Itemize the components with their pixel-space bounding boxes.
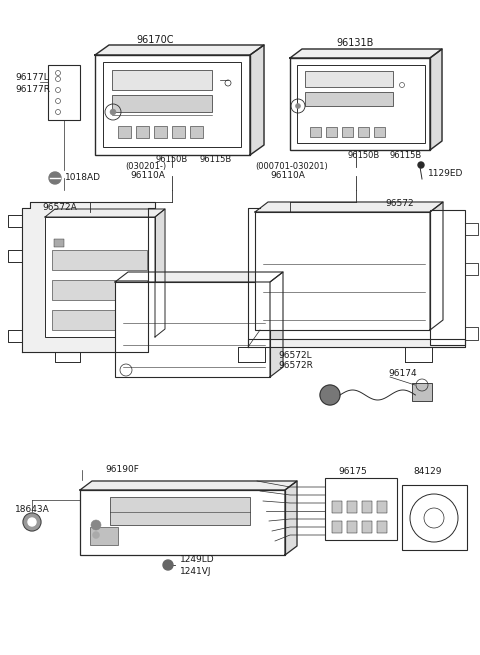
- Polygon shape: [430, 49, 442, 150]
- Circle shape: [296, 103, 300, 109]
- Circle shape: [28, 518, 36, 526]
- Text: 96170C: 96170C: [136, 35, 174, 45]
- Bar: [377, 521, 387, 533]
- Bar: [412, 383, 432, 401]
- Text: (000701-030201): (000701-030201): [255, 162, 328, 172]
- Circle shape: [49, 172, 61, 184]
- Polygon shape: [45, 209, 165, 217]
- Text: 18643A: 18643A: [15, 506, 50, 514]
- Text: 96175: 96175: [338, 468, 367, 476]
- Text: 96110A: 96110A: [270, 172, 305, 181]
- Bar: [172, 126, 185, 138]
- Text: 96177L: 96177L: [15, 73, 49, 81]
- Text: 96190F: 96190F: [105, 466, 139, 474]
- Text: 96115B: 96115B: [200, 155, 232, 164]
- Bar: [430, 210, 465, 345]
- Text: 96150B: 96150B: [155, 155, 187, 164]
- Circle shape: [163, 560, 173, 570]
- Bar: [103, 62, 241, 147]
- Polygon shape: [290, 49, 442, 58]
- Bar: [310, 127, 321, 137]
- Bar: [115, 282, 270, 377]
- Bar: [80, 490, 285, 555]
- Circle shape: [91, 520, 101, 530]
- Bar: [48, 65, 80, 120]
- Text: 96131B: 96131B: [336, 38, 374, 48]
- Circle shape: [320, 385, 340, 405]
- Polygon shape: [115, 272, 283, 282]
- Bar: [112, 95, 212, 112]
- Bar: [326, 127, 337, 137]
- Bar: [305, 71, 393, 87]
- Text: 1129ED: 1129ED: [428, 170, 463, 179]
- Bar: [402, 485, 467, 550]
- Bar: [297, 65, 425, 143]
- Bar: [347, 521, 357, 533]
- Circle shape: [418, 162, 424, 168]
- Polygon shape: [255, 202, 443, 212]
- Bar: [154, 126, 167, 138]
- Bar: [136, 126, 149, 138]
- Text: 1241VJ: 1241VJ: [180, 567, 212, 576]
- Bar: [255, 212, 430, 330]
- Bar: [190, 126, 203, 138]
- Bar: [377, 501, 387, 513]
- Bar: [332, 501, 342, 513]
- Bar: [362, 521, 372, 533]
- Text: 96110A: 96110A: [130, 172, 165, 181]
- Circle shape: [110, 109, 116, 115]
- Bar: [52, 310, 147, 330]
- Bar: [110, 497, 250, 525]
- Polygon shape: [430, 202, 443, 330]
- Bar: [52, 250, 147, 270]
- Text: 96572A: 96572A: [42, 202, 77, 212]
- Text: 96150B: 96150B: [348, 151, 380, 160]
- Bar: [52, 280, 147, 300]
- Bar: [45, 217, 155, 337]
- Text: 96572L: 96572L: [278, 352, 312, 360]
- Text: 96177R: 96177R: [15, 84, 50, 94]
- Bar: [362, 501, 372, 513]
- Bar: [325, 478, 397, 540]
- Text: 96572: 96572: [385, 198, 414, 208]
- Text: 96115B: 96115B: [390, 151, 422, 160]
- Bar: [358, 127, 369, 137]
- Polygon shape: [80, 481, 297, 490]
- Polygon shape: [250, 45, 264, 155]
- Text: 96174: 96174: [388, 369, 417, 377]
- Bar: [332, 521, 342, 533]
- Bar: [112, 70, 212, 90]
- Polygon shape: [248, 339, 465, 347]
- Text: 96572R: 96572R: [278, 362, 313, 371]
- Text: (030201-): (030201-): [125, 162, 166, 172]
- Bar: [54, 239, 64, 247]
- Bar: [305, 92, 393, 106]
- Polygon shape: [270, 272, 283, 377]
- Circle shape: [93, 531, 99, 538]
- Bar: [118, 126, 131, 138]
- Bar: [90, 527, 118, 545]
- Bar: [290, 58, 430, 150]
- Bar: [374, 127, 385, 137]
- Text: 1018AD: 1018AD: [65, 174, 101, 183]
- Text: 84129: 84129: [413, 468, 442, 476]
- Bar: [95, 55, 250, 155]
- Bar: [347, 501, 357, 513]
- Bar: [342, 127, 353, 137]
- Text: 1249LD: 1249LD: [180, 555, 215, 565]
- Polygon shape: [95, 45, 264, 55]
- Polygon shape: [22, 202, 155, 352]
- Polygon shape: [285, 481, 297, 555]
- Polygon shape: [155, 209, 165, 337]
- Circle shape: [23, 513, 41, 531]
